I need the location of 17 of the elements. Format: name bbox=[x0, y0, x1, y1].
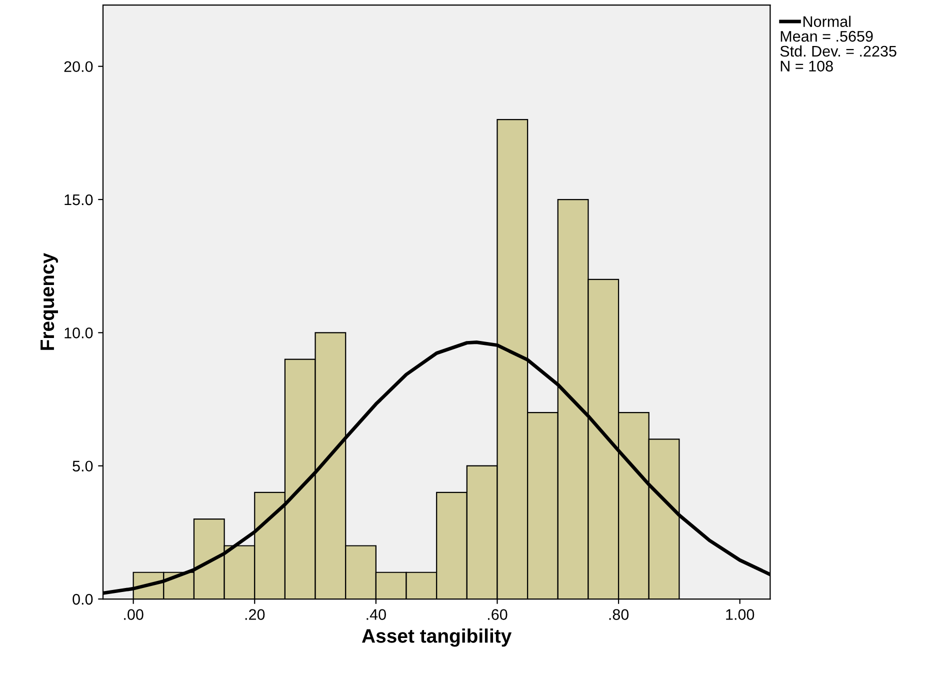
y-tick-label: 10.0 bbox=[64, 328, 93, 338]
x-axis-title: Asset tangibility bbox=[362, 628, 512, 647]
y-tick-label: 0.0 bbox=[72, 594, 93, 605]
y-axis-title: Frequency bbox=[40, 252, 58, 350]
x-tick-label: .20 bbox=[245, 609, 265, 620]
x-tick-label: 1.00 bbox=[726, 609, 754, 620]
y-tick-label: 20.0 bbox=[64, 61, 93, 72]
text: Std. Dev. = .2235 bbox=[780, 45, 896, 57]
x-tick-label: .80 bbox=[609, 609, 629, 620]
text: N = 108 bbox=[780, 60, 833, 72]
x-tick-label: .00 bbox=[124, 609, 144, 620]
y-tick-label: 5.0 bbox=[72, 460, 93, 472]
x-tick-label: .40 bbox=[366, 609, 386, 620]
x-tick-label: .60 bbox=[488, 609, 508, 620]
y-tick-label: 15.0 bbox=[64, 194, 93, 206]
text: Mean = .5659 bbox=[780, 30, 873, 42]
legend-label: Normal bbox=[804, 16, 850, 27]
